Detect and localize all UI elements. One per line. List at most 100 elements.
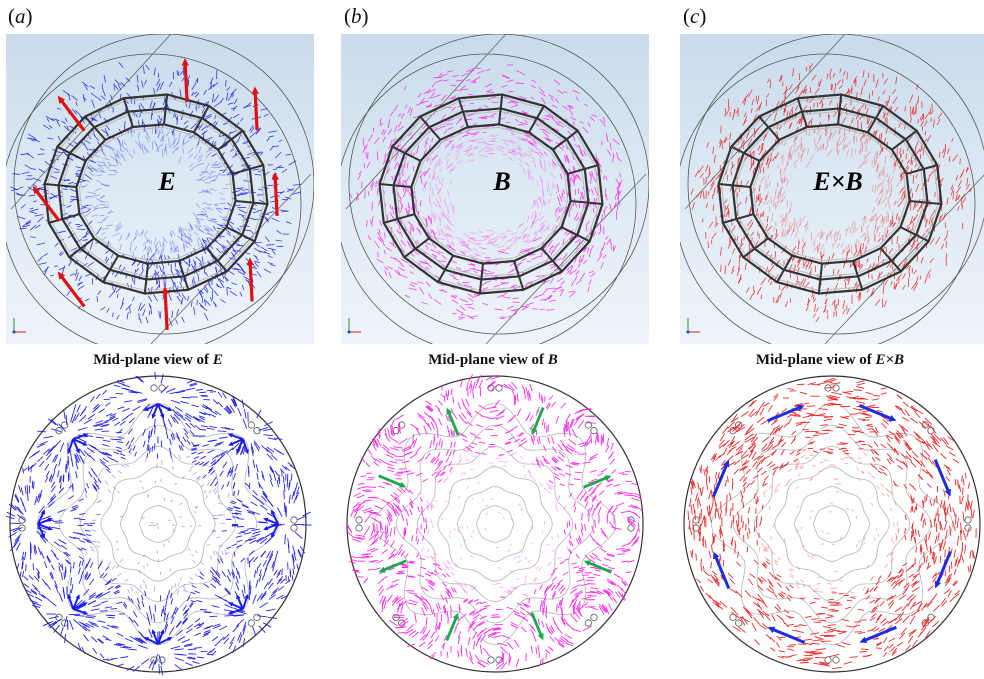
exb-mid-arrow-1 (933, 459, 951, 497)
e-mid-arrow-5-3 (72, 607, 89, 615)
outer-cylinder-outline-2 (6, 53, 302, 344)
e-mid-arrow-0-3 (143, 403, 159, 411)
mid-title-b: Mid-plane view of B (428, 352, 558, 368)
e-mid-arrow-0-0 (157, 403, 173, 411)
e-mid-arrow-3-0 (227, 607, 244, 615)
domain-boundary (9, 375, 307, 673)
exb-mid-arrow-6 (712, 459, 730, 498)
e-mid-arrow-1-3 (227, 433, 244, 441)
symbol-exb: E×B (813, 167, 863, 196)
mid-plane-exb (683, 375, 981, 673)
e-mid-arrow-1-0 (241, 438, 249, 455)
top-view-svg-b (341, 34, 649, 344)
e-mid-arrow-4-1 (151, 629, 159, 645)
top-view-exb-field: E×B (680, 34, 984, 344)
e-mid-arrow-4-0 (143, 637, 159, 645)
cylinder-edge (10, 34, 172, 210)
b-mid-arrow-6 (378, 474, 407, 488)
outer-cylinder-outline (348, 34, 649, 335)
e-mid-arrow-4-2 (157, 629, 165, 645)
e-mid-arrow-3-2 (236, 594, 244, 610)
e-mid-arrow-3-1 (228, 602, 244, 610)
b-mid-arrow-2 (583, 560, 612, 574)
outer-cylinder-outline (13, 34, 314, 335)
coil-structure (717, 93, 943, 295)
outer-cylinder-outline (687, 34, 984, 335)
e-arrow-0 (181, 58, 189, 103)
outer-cylinder-outline-2 (680, 53, 976, 344)
e-mid-arrow-4-3 (157, 637, 173, 645)
b-mid-arrow-0 (531, 407, 545, 436)
exb-mid-arrow-4 (767, 626, 806, 644)
axis-triad-icon (12, 318, 26, 334)
b-mid-arrow-5 (378, 559, 407, 573)
domain-boundary (683, 375, 981, 673)
e-mid-arrow-5-0 (67, 593, 75, 610)
axis-triad-icon (347, 318, 361, 334)
e-mid-arrow-5-2 (72, 602, 88, 610)
principal-arrows (378, 407, 612, 641)
e-mid-arrow-2-0 (271, 523, 279, 539)
coil-structure (43, 93, 269, 295)
exb-mid-arrow-3 (859, 625, 897, 643)
mid-plane-b (346, 374, 644, 673)
e-arrow-4 (161, 286, 169, 331)
mid-title-c: Mid-plane view of E×B (755, 352, 905, 368)
e-mid-arrow-7-2 (72, 438, 80, 454)
e-mid-arrow-2-2 (263, 517, 279, 525)
field-vectors (6, 372, 312, 676)
b-mid-arrow-3 (530, 612, 544, 641)
e-mid-arrow-7-1 (72, 438, 88, 446)
e-mid-arrow-2-3 (271, 509, 279, 525)
e-field-arrows (32, 58, 279, 331)
exb-mid-arrow-7 (767, 405, 805, 423)
e-mid-arrow-7-3 (67, 438, 75, 455)
coil-structure (378, 93, 604, 295)
exb-mid-arrow-0 (858, 404, 897, 422)
e-mid-arrow-6-3 (37, 523, 45, 539)
b-mid-arrow-7 (446, 407, 460, 436)
exb-mid-arrow-2 (934, 550, 952, 589)
e-mid-arrow-6-2 (37, 523, 53, 531)
e-mid-arrow-7-0 (72, 433, 89, 441)
b-mid-arrow-1 (583, 475, 612, 489)
e-mid-arrow-2-1 (263, 523, 279, 531)
field-vectors (349, 64, 623, 320)
cylinder-edge (345, 34, 507, 210)
axis-triad-icon (686, 318, 700, 334)
e-arrow-6 (32, 185, 61, 222)
top-view-e-field: E (6, 34, 314, 344)
e-arrow-2 (271, 172, 279, 217)
b-mid-arrow-4 (445, 612, 459, 641)
e-mid-arrow-1-1 (236, 438, 244, 454)
symbol-e: E (158, 167, 176, 196)
e-mid-arrow-0-1 (157, 403, 165, 419)
e-mid-arrow-1-2 (228, 438, 244, 446)
panel-label-c: (c) (683, 4, 707, 28)
principal-arrows (37, 403, 279, 645)
field-vectors (10, 61, 302, 327)
e-mid-arrow-0-2 (151, 403, 159, 419)
e-arrow-3 (246, 257, 254, 302)
contour-lines (710, 402, 954, 646)
symbol-b: B (493, 167, 511, 196)
e-arrow-5 (57, 271, 86, 308)
exb-mid-arrow-5 (713, 551, 731, 589)
top-view-svg-a (6, 34, 314, 344)
cylinder-edge-2 (150, 173, 312, 344)
panel-label-b: (b) (344, 4, 369, 28)
e-arrow-7 (57, 95, 86, 132)
e-arrow-1 (251, 86, 259, 131)
mid-title-a: Mid-plane view of E (93, 352, 223, 368)
outer-cylinder-outline-2 (341, 53, 637, 344)
top-view-svg-c (680, 34, 984, 344)
e-mid-arrow-5-1 (72, 594, 80, 610)
field-vectors (346, 374, 643, 670)
e-mid-arrow-6-1 (37, 517, 53, 525)
cylinder-edge-2 (824, 174, 984, 344)
panel-label-a: (a) (8, 4, 33, 28)
e-mid-arrow-6-0 (37, 509, 45, 525)
mid-plane-e (6, 372, 312, 676)
e-mid-arrow-3-3 (241, 593, 249, 610)
principal-arrows (712, 404, 952, 644)
